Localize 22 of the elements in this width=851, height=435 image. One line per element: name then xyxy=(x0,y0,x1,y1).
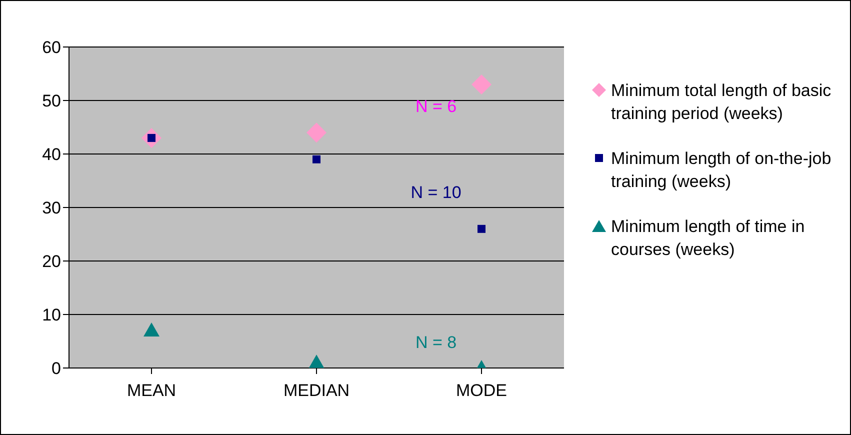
x-tick-label: MEAN xyxy=(126,381,176,400)
annotation: N = 6 xyxy=(414,97,458,117)
point xyxy=(144,322,160,337)
legend-label: Minimum total length of basic training period (weeks) xyxy=(611,80,832,125)
annotation: N = 10 xyxy=(410,183,462,203)
y-tick-label: 50 xyxy=(42,92,61,111)
annotation: N = 8 xyxy=(414,333,458,353)
y-tick-label: 10 xyxy=(42,306,61,325)
x-tick-label: MODE xyxy=(456,381,507,400)
point xyxy=(312,155,320,164)
x-tick-label: MEDIAN xyxy=(283,381,350,400)
y-tick-label: 60 xyxy=(42,38,61,58)
point xyxy=(478,224,486,233)
y-tick-label: 20 xyxy=(42,252,61,272)
y-tick-label: 0 xyxy=(52,359,61,378)
y-tick-label: 30 xyxy=(42,198,61,218)
point xyxy=(308,354,324,368)
legend-label: Minimum length of on-the-job training (weeks) xyxy=(611,148,832,193)
point xyxy=(472,74,492,94)
y-tick-label: 40 xyxy=(42,145,61,164)
legend-label: Minimum length of time in courses (weeks) xyxy=(611,216,806,261)
point xyxy=(306,122,326,143)
